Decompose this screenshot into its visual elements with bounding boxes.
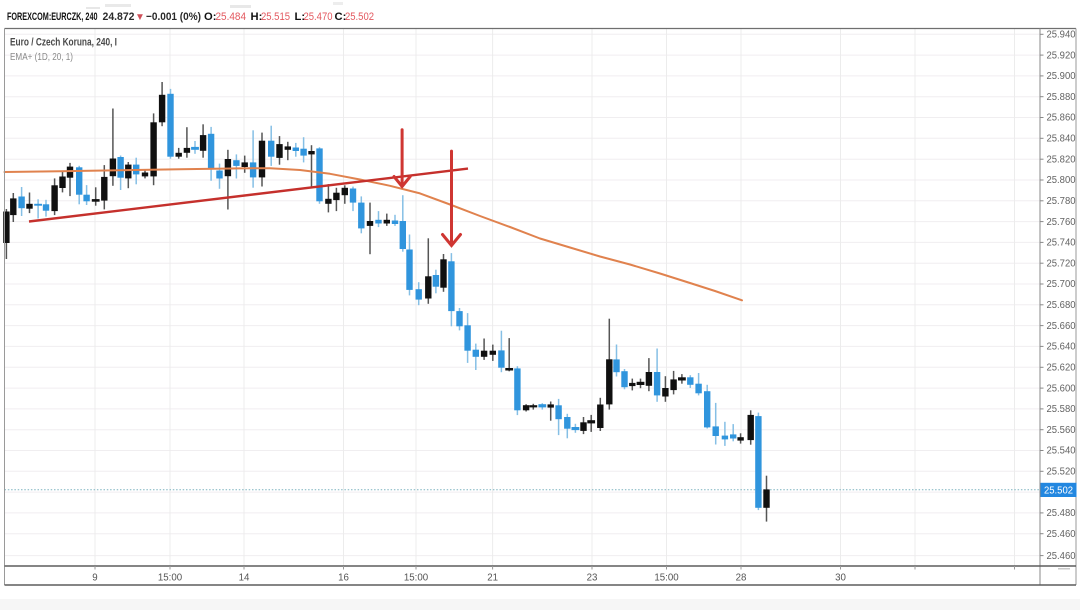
svg-text:FOREXCOM:EURCZK, 240: FOREXCOM:EURCZK, 240 [7,11,98,23]
svg-text:25.502: 25.502 [1044,485,1073,496]
svg-text:25.520: 25.520 [1047,467,1077,478]
svg-text:25.780: 25.780 [1047,196,1077,207]
svg-text:25.720: 25.720 [1047,258,1077,269]
svg-text:−0.001 (0%): −0.001 (0%) [146,11,201,23]
svg-text:25.460: 25.460 [1047,551,1077,562]
svg-text:23: 23 [587,573,598,584]
svg-text:25.470: 25.470 [304,11,333,23]
svg-text:25.660: 25.660 [1047,321,1077,332]
svg-text:EMA+ (1D, 20, 1): EMA+ (1D, 20, 1) [10,52,73,63]
svg-text:O:: O: [204,11,216,23]
svg-text:25.680: 25.680 [1047,300,1077,311]
svg-text:25.502: 25.502 [345,11,374,23]
svg-text:25.800: 25.800 [1047,175,1077,186]
svg-text:24.872: 24.872 [103,11,135,23]
svg-text:25.920: 25.920 [1047,50,1077,61]
svg-text:25.820: 25.820 [1047,154,1077,165]
svg-text:25.900: 25.900 [1047,71,1077,82]
svg-text:15:00: 15:00 [158,573,183,584]
svg-text:9: 9 [92,573,97,584]
svg-text:▼: ▼ [135,12,145,23]
svg-text:25.760: 25.760 [1047,217,1077,228]
svg-text:21: 21 [487,573,498,584]
svg-text:25.560: 25.560 [1047,425,1077,436]
svg-text:25.880: 25.880 [1047,92,1077,103]
svg-text:28: 28 [736,573,747,584]
svg-text:25.480: 25.480 [1047,508,1077,519]
svg-text:25.840: 25.840 [1047,134,1077,145]
svg-text:14: 14 [239,573,250,584]
svg-text:Euro / Czech Koruna, 240, I: Euro / Czech Koruna, 240, I [10,37,117,49]
svg-text:25.484: 25.484 [216,11,247,23]
svg-text:15:00: 15:00 [404,573,429,584]
svg-text:25.740: 25.740 [1047,238,1077,249]
svg-text:25.540: 25.540 [1047,446,1077,457]
svg-text:25.600: 25.600 [1047,383,1077,394]
svg-text:30: 30 [835,573,846,584]
svg-text:16: 16 [338,573,349,584]
svg-text:25.460: 25.460 [1047,529,1077,540]
svg-text:25.580: 25.580 [1047,404,1077,415]
svg-text:15:00: 15:00 [654,573,679,584]
svg-text:25.860: 25.860 [1047,113,1077,124]
svg-text:25.515: 25.515 [261,11,290,23]
svg-text:C:: C: [335,11,347,23]
svg-text:L:: L: [295,11,306,23]
svg-text:25.640: 25.640 [1047,342,1077,353]
svg-text:25.700: 25.700 [1047,279,1077,290]
svg-text:25.940: 25.940 [1047,30,1077,41]
svg-text:H:: H: [251,11,263,23]
svg-text:25.620: 25.620 [1047,363,1077,374]
